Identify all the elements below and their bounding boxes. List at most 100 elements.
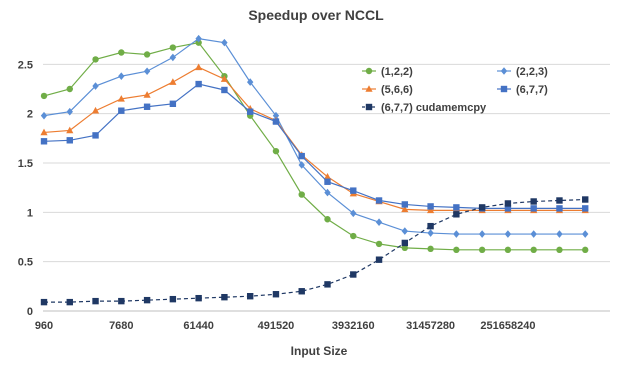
- data-point: [350, 271, 357, 278]
- x-tick-label: 7680: [109, 320, 133, 332]
- data-point: [504, 200, 512, 207]
- x-tick-label: 960: [35, 320, 53, 332]
- data-point: [272, 111, 280, 120]
- data-point: [272, 291, 280, 298]
- x-tick-label: 31457280: [406, 320, 455, 332]
- data-point: [118, 72, 125, 80]
- data-point: [401, 239, 409, 247]
- data-point: [401, 201, 409, 208]
- data-point: [195, 39, 202, 46]
- series-lines: [40, 34, 589, 306]
- data-point: [298, 152, 305, 160]
- data-point: [350, 232, 357, 240]
- data-point: [117, 95, 125, 102]
- data-point: [169, 295, 177, 303]
- data-point: [427, 229, 434, 237]
- x-axis-label: Input Size: [291, 344, 348, 358]
- series-line: [43, 66, 586, 211]
- data-point: [91, 106, 100, 114]
- data-point: [530, 246, 537, 254]
- legend-label: (2,2,3): [516, 66, 548, 78]
- data-point: [298, 161, 305, 169]
- legend: (1,2,2) (2,2,3) (5,6,6) (6,7,7) (6,7,7) cuda…: [362, 66, 548, 114]
- series-group: [40, 34, 589, 238]
- data-point: [40, 111, 48, 120]
- data-point: [324, 188, 331, 197]
- data-point: [169, 44, 177, 51]
- data-point: [556, 230, 563, 238]
- series-group: [40, 196, 589, 306]
- y-tick-label: 2.5: [18, 59, 33, 71]
- data-point: [365, 85, 373, 92]
- data-point: [66, 137, 73, 144]
- data-point: [375, 240, 383, 248]
- y-tick-label: 2: [27, 109, 33, 121]
- data-point: [426, 206, 435, 214]
- series-group: [40, 39, 589, 254]
- data-point: [324, 178, 331, 185]
- y-tick-label: 1.5: [18, 158, 33, 170]
- data-point: [350, 187, 357, 194]
- data-point: [221, 293, 228, 301]
- legend-label: (6,7,7) cudamemcpy: [381, 102, 487, 114]
- data-point: [365, 103, 373, 111]
- data-point: [478, 230, 486, 238]
- data-point: [582, 246, 589, 254]
- data-point: [453, 230, 460, 238]
- data-point: [92, 297, 99, 305]
- gridlines: [43, 63, 610, 263]
- data-point: [40, 298, 48, 306]
- data-point: [500, 67, 508, 75]
- y-tick-label: 0.5: [18, 257, 33, 269]
- data-point: [143, 91, 151, 98]
- data-point: [118, 49, 125, 56]
- series-line: [44, 198, 586, 303]
- legend-label: (5,6,6): [381, 84, 413, 96]
- data-point: [143, 51, 151, 58]
- data-point: [272, 118, 280, 125]
- data-point: [453, 204, 460, 211]
- data-point: [92, 82, 99, 90]
- data-point: [556, 197, 563, 204]
- series-line: [43, 38, 586, 235]
- data-point: [530, 230, 537, 238]
- data-point: [169, 78, 177, 85]
- data-point: [143, 296, 151, 304]
- series-line: [43, 83, 586, 209]
- data-point: [272, 147, 280, 155]
- x-tick-label: 491520: [258, 320, 295, 332]
- y-tick-label: 0: [27, 306, 33, 318]
- data-point: [66, 126, 74, 134]
- data-point: [220, 75, 229, 82]
- data-point: [375, 218, 383, 226]
- data-point: [500, 85, 508, 93]
- legend-label: (6,7,7): [516, 84, 548, 96]
- data-point: [453, 211, 460, 218]
- x-tick-label: 251658240: [480, 320, 535, 332]
- data-point: [401, 244, 409, 252]
- data-point: [453, 246, 460, 254]
- data-point: [195, 294, 202, 302]
- data-point: [365, 67, 373, 75]
- data-point: [221, 38, 228, 47]
- x-tick-label: 3932160: [332, 320, 375, 332]
- data-point: [246, 108, 254, 115]
- data-point: [298, 191, 305, 198]
- data-point: [323, 173, 332, 180]
- data-point: [530, 198, 537, 205]
- data-point: [504, 246, 512, 254]
- data-point: [195, 63, 203, 71]
- axes: 0 0.5 1 1.5 2 2.5 960 7680 61440 491520 3932160 314…: [18, 59, 610, 332]
- data-point: [169, 100, 177, 107]
- legend-item: (2,2,3): [497, 66, 548, 78]
- data-point: [350, 209, 357, 218]
- data-point: [143, 103, 151, 110]
- data-point: [504, 205, 512, 212]
- data-point: [246, 78, 254, 86]
- data-point: [324, 216, 331, 223]
- data-point: [478, 246, 486, 254]
- data-point: [40, 92, 48, 100]
- chart-title: Speedup over NCCL: [248, 7, 384, 23]
